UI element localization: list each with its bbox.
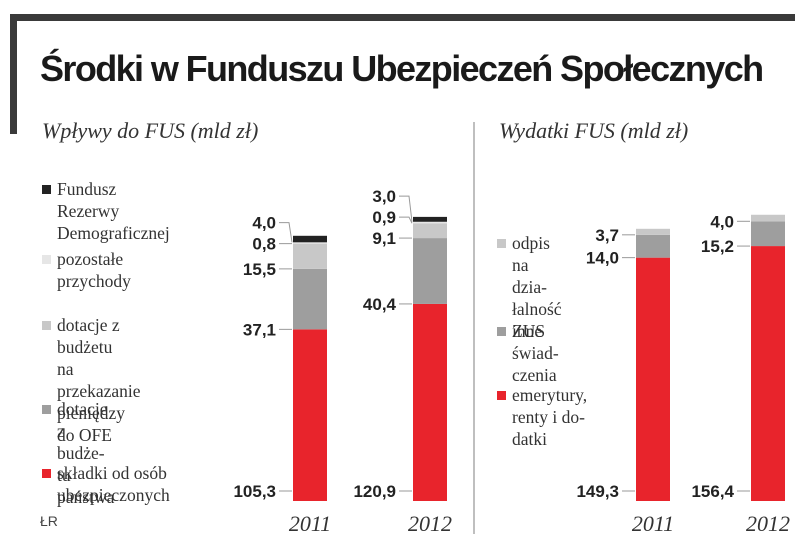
value-label-income-2011-0: 105,3 <box>233 482 276 501</box>
legend-label: składki od osób ubezpieczonych <box>57 463 170 505</box>
leader-line <box>399 216 413 224</box>
income-subtitle: Wpływy do FUS (mld zł) <box>42 118 259 143</box>
bar-segment-income-2012-4 <box>413 216 447 222</box>
bar-segment-expenses-2011-0 <box>636 257 670 501</box>
bar-segment-expenses-2011-2 <box>636 228 670 235</box>
legend-swatch <box>42 469 51 478</box>
value-label-expenses-2012-0: 156,4 <box>691 482 734 501</box>
legend-label: dotacje z budżetu na przekazanie pienięd… <box>57 315 141 445</box>
legend-swatch <box>42 405 51 414</box>
source-label: ŁR <box>40 513 58 529</box>
value-label-income-2011-3: 0,8 <box>252 235 276 254</box>
value-label-expenses-2012-2: 4,0 <box>710 212 734 231</box>
bar-segment-income-2012-1 <box>413 238 447 304</box>
legend-swatch <box>497 327 506 336</box>
bar-segment-income-2011-4 <box>293 235 327 243</box>
legend-label: pozostałe przychody <box>57 249 131 291</box>
bar-segment-income-2012-3 <box>413 221 447 224</box>
value-label-expenses-2012-1: 15,2 <box>701 237 734 256</box>
bar-segment-expenses-2012-0 <box>751 246 785 501</box>
bar-segment-expenses-2012-1 <box>751 221 785 247</box>
legend-swatch <box>42 321 51 330</box>
frame-left-bar <box>10 14 17 134</box>
value-label-income-2012-2: 9,1 <box>372 229 396 248</box>
legend-swatch <box>42 185 51 194</box>
legend-label: dotacje z budże- tu państwa <box>57 399 115 507</box>
year-label-income-2012: 2012 <box>408 511 452 536</box>
value-label-expenses-2011-2: 3,7 <box>595 226 619 245</box>
value-label-income-2012-3: 0,9 <box>372 208 396 227</box>
bar-segment-income-2011-0 <box>293 329 327 501</box>
value-label-income-2012-1: 40,4 <box>363 295 397 314</box>
value-label-expenses-2011-0: 149,3 <box>576 482 619 501</box>
bar-segment-expenses-2012-2 <box>751 214 785 222</box>
chart-title: Środki w Funduszu Ubezpieczeń Społecznyc… <box>40 48 764 89</box>
legend-label: odpis na dzia- łalność ZUS <box>512 233 562 341</box>
leader-line <box>279 222 293 243</box>
panel-divider <box>473 122 475 534</box>
legend-label: inne świad- czenia <box>512 321 559 385</box>
value-label-expenses-2011-1: 14,0 <box>586 249 619 268</box>
bar-segment-income-2012-0 <box>413 303 447 501</box>
bar-segment-income-2011-1 <box>293 268 327 330</box>
bar-segment-income-2012-2 <box>413 223 447 239</box>
value-label-income-2012-0: 120,9 <box>353 482 396 501</box>
bar-segment-income-2011-3 <box>293 242 327 244</box>
value-label-income-2012-4: 3,0 <box>372 187 396 206</box>
value-label-income-2011-4: 4,0 <box>252 214 276 233</box>
legend-swatch <box>497 391 506 400</box>
legend-swatch <box>497 239 506 248</box>
expenses-subtitle: Wydatki FUS (mld zł) <box>499 118 689 143</box>
legend-label: Fundusz Rezerwy Demograficznej <box>57 179 170 243</box>
year-label-expenses-2012: 2012 <box>746 511 790 536</box>
frame-top-bar <box>10 14 795 21</box>
value-label-income-2011-2: 15,5 <box>243 260 276 279</box>
bar-segment-income-2011-2 <box>293 243 327 269</box>
legend-label: emerytury, renty i do- datki <box>512 385 588 449</box>
value-label-income-2011-1: 37,1 <box>243 320 276 339</box>
legend-swatch <box>42 255 51 264</box>
year-label-expenses-2011: 2011 <box>632 511 674 536</box>
bar-segment-expenses-2011-1 <box>636 234 670 258</box>
leader-line <box>399 195 413 222</box>
year-label-income-2011: 2011 <box>289 511 331 536</box>
